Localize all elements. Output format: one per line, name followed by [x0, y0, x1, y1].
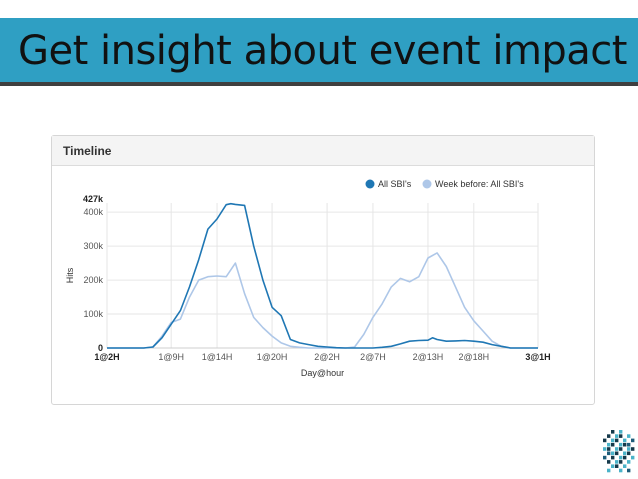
legend-marker: [365, 179, 375, 189]
logo-cell: [623, 455, 627, 460]
x-tick-label: 2@13H: [413, 352, 444, 362]
logo-cell: [615, 464, 619, 468]
x-tick-label: 2@18H: [458, 352, 489, 362]
y-tick-label: 100k: [83, 309, 103, 319]
logo-cell: [615, 434, 619, 438]
logo-cell: [615, 460, 619, 464]
slide-title: Get insight about event impact: [18, 28, 627, 74]
legend-label: All SBI's: [378, 179, 412, 189]
x-tick-label: 2@2H: [314, 352, 340, 362]
logo-cell: [631, 438, 635, 443]
y-tick-label: 427k: [83, 194, 104, 204]
x-tick-label: 1@2H: [94, 352, 119, 362]
panel-title: Timeline: [63, 144, 112, 158]
logo-cell: [627, 468, 631, 473]
logo-cell: [607, 442, 611, 447]
logo-cell: [611, 455, 615, 460]
logo-cell: [611, 442, 615, 447]
logo-cell: [615, 451, 619, 456]
logo-cell: [619, 430, 623, 434]
logo-cell: [611, 430, 615, 434]
title-banner: Get insight about event impact: [0, 18, 638, 86]
logo-cell: [627, 460, 631, 464]
legend-marker: [422, 179, 432, 189]
logo-cell: [619, 442, 623, 447]
logo-cell: [615, 438, 619, 443]
logo-cell: [619, 460, 623, 464]
logo-cell: [627, 447, 631, 451]
logo-cell: [627, 434, 631, 438]
y-axis-title: Hits: [65, 267, 75, 283]
logo-cell: [603, 447, 607, 451]
timeline-chart: 0 100k 200k 300k 400k 427k 1@2H 1@9H 1@14H 1@20H 2…: [65, 179, 551, 378]
x-tick-label: 3@1H: [525, 352, 550, 362]
logo-cell: [603, 438, 607, 443]
x-tick-label: 2@7H: [360, 352, 386, 362]
logo-cell: [631, 447, 635, 451]
timeline-panel: Timeline 0 100k 200k 300k 400k 427k 1@2H 1@9H 1@…: [51, 135, 595, 405]
series-line-all-sbis: [107, 202, 538, 349]
logo-cell: [623, 451, 627, 456]
logo-cell: [627, 451, 631, 456]
x-axis-title: Day@hour: [301, 368, 344, 378]
x-tick-label: 1@9H: [158, 352, 184, 362]
y-tick-label: 400k: [83, 207, 103, 217]
y-tick-label: 200k: [83, 275, 103, 285]
logo-cell: [619, 455, 623, 460]
logo-mark: [603, 430, 635, 473]
logo-cell: [607, 468, 611, 473]
logo-cell: [619, 468, 623, 473]
logo-cell: [615, 447, 619, 451]
logo-cell: [607, 451, 611, 456]
logo-cell: [627, 442, 631, 447]
legend-label: Week before: All SBI's: [435, 179, 524, 189]
logo-cell: [631, 455, 635, 460]
y-tick-label: 0: [98, 343, 103, 353]
logo-cell: [607, 447, 611, 451]
logo-cell: [623, 442, 627, 447]
logo-cell: [611, 438, 615, 443]
y-tick-label: 300k: [83, 241, 103, 251]
x-tick-label: 1@14H: [202, 352, 233, 362]
logo-cell: [607, 460, 611, 464]
logo-cell: [623, 438, 627, 443]
logo-cell: [603, 455, 607, 460]
logo-cell: [611, 464, 615, 468]
x-tick-label: 1@20H: [257, 352, 288, 362]
logo-cell: [623, 464, 627, 468]
logo-cell: [607, 434, 611, 438]
logo-cell: [611, 451, 615, 456]
panel-header: Timeline: [52, 136, 594, 166]
logo-cell: [619, 434, 623, 438]
logo-cell: [619, 447, 623, 451]
